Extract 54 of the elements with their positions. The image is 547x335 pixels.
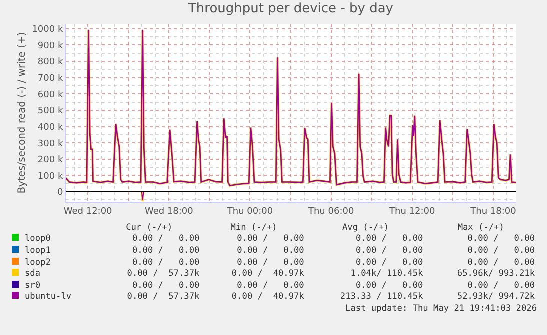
y-tick-label: 100 k bbox=[38, 172, 64, 182]
text: 0.00 / 0.00 bbox=[354, 280, 424, 292]
text: 0.00 / 57.37k bbox=[126, 292, 201, 304]
text: 0.00 / 0.00 bbox=[131, 280, 201, 292]
x-tick-label: Wed 18:00 bbox=[144, 206, 194, 217]
text: 0.00 / 40.97k bbox=[230, 268, 306, 280]
text: 0.00 / 0.00 bbox=[236, 234, 306, 246]
text: 0.00 / 0.00 bbox=[131, 234, 201, 246]
chart-title: Throughput per device - by day bbox=[187, 1, 394, 16]
text: 52.93k/ 994.72k bbox=[456, 292, 536, 304]
y-tick-label: 800 k bbox=[38, 58, 64, 68]
y-tick-label: 700 k bbox=[38, 74, 64, 84]
legend-label: loop0 bbox=[24, 234, 52, 246]
legend-label: loop1 bbox=[24, 245, 52, 257]
x-tick-label: Wed 12:00 bbox=[64, 206, 113, 217]
text: 0.00 / 0.00 bbox=[131, 245, 201, 257]
text: 0.00 / 0.00 bbox=[466, 234, 536, 246]
y-tick-label: 600 k bbox=[38, 90, 64, 100]
text: 0.00 / 0.00 bbox=[236, 256, 306, 268]
y-tick-label: 900 k bbox=[38, 41, 64, 52]
text: 1.04k/ 110.45k bbox=[350, 268, 424, 280]
text: Last update: Thu May 21 19:41:03 2026 bbox=[344, 304, 537, 314]
text: 0.00 / 0.00 bbox=[236, 280, 306, 292]
text: 0.00 / 0.00 bbox=[354, 245, 424, 257]
y-tick-label: 400 k bbox=[38, 122, 64, 133]
text: 0.00 / 0.00 bbox=[236, 245, 306, 257]
y-tick-label: 1000 k bbox=[32, 25, 64, 36]
legend-label: loop2 bbox=[24, 256, 52, 268]
y-tick-label: 200 k bbox=[38, 156, 64, 166]
y-axis-title: Bytes/second read (-) / write (+) bbox=[17, 32, 28, 194]
legend-label: ubuntu-lv bbox=[24, 292, 73, 304]
text: 0.00 / 0.00 bbox=[466, 256, 536, 268]
text: 213.33 / 110.45k bbox=[339, 292, 424, 304]
text: 0.00 / 57.37k bbox=[126, 268, 201, 280]
text: Avg (-/+) bbox=[341, 222, 390, 234]
y-tick-label: 300 k bbox=[38, 139, 64, 150]
text: Min (-/+) bbox=[230, 222, 278, 234]
x-tick-label: Thu 00:00 bbox=[226, 206, 274, 217]
y-tick-label: 500 k bbox=[38, 106, 64, 117]
text: 0.00 / 0.00 bbox=[131, 256, 201, 268]
x-tick-label: Thu 06:00 bbox=[307, 206, 354, 217]
text: Max (-/+) bbox=[456, 222, 506, 234]
legend-label: sda bbox=[24, 268, 42, 280]
text: Cur (-/+) bbox=[125, 222, 174, 234]
text: 0.00 / 0.00 bbox=[354, 256, 424, 268]
x-tick-label: Thu 18:00 bbox=[470, 206, 517, 217]
text: 0.00 / 0.00 bbox=[466, 280, 536, 292]
text: 0.00 / 0.00 bbox=[354, 234, 424, 246]
legend-label: sr0 bbox=[24, 280, 42, 292]
text: 0.00 / 40.97k bbox=[230, 292, 306, 304]
text: 0.00 / 0.00 bbox=[466, 245, 536, 257]
x-tick-label: Thu 12:00 bbox=[388, 206, 436, 217]
text: 65.96k/ 993.21k bbox=[456, 268, 536, 280]
y-tick-label: 0 bbox=[57, 188, 64, 198]
